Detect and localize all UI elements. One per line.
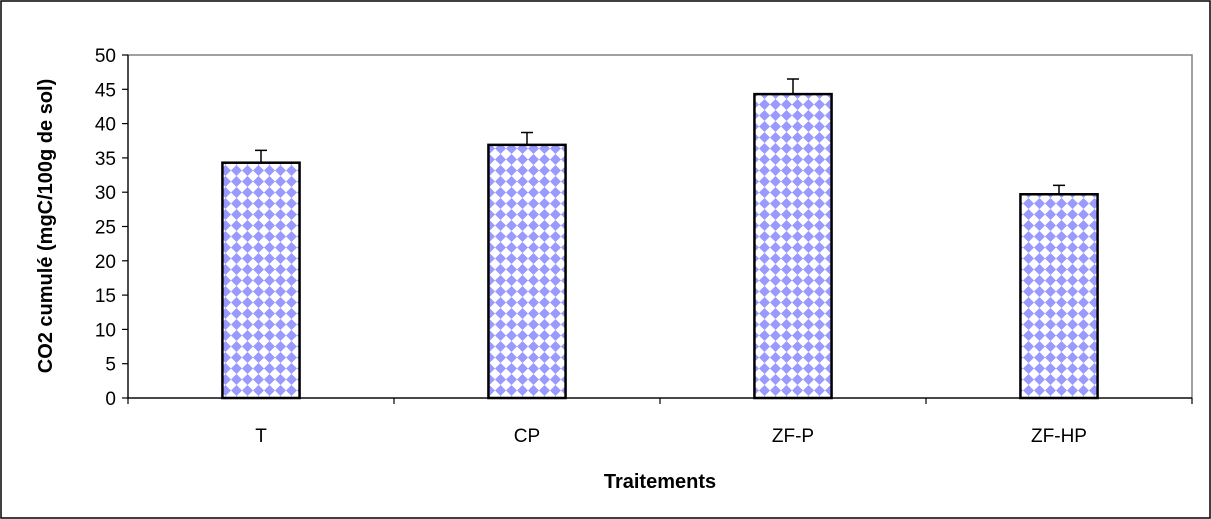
y-axis-title: CO2 cumulé (mgC/100g de sol) bbox=[35, 79, 57, 374]
x-tick-label: CP bbox=[514, 426, 540, 447]
x-axis: T CP ZF-P ZF-HP bbox=[127, 397, 1193, 447]
x-tick-label: ZF-P bbox=[772, 426, 814, 447]
y-tick-label: 20 bbox=[95, 252, 116, 273]
error-bars-group bbox=[255, 78, 1065, 195]
bar-zf-hp bbox=[1019, 193, 1099, 400]
y-tick-label: 35 bbox=[95, 149, 116, 170]
y-tick-label: 15 bbox=[95, 286, 116, 307]
y-tick-label: 45 bbox=[95, 80, 116, 101]
bars-group bbox=[221, 92, 1099, 400]
y-axis: 0 5 10 15 20 25 30 35 40 45 50 bbox=[95, 46, 129, 410]
bar-t bbox=[221, 161, 301, 400]
bar-zf-p bbox=[753, 92, 833, 400]
y-tick-label: 5 bbox=[105, 355, 116, 376]
y-tick-label: 10 bbox=[95, 320, 116, 341]
y-tick-label: 40 bbox=[95, 115, 116, 136]
x-axis-title: Traitements bbox=[604, 471, 716, 493]
bar-cp bbox=[487, 143, 567, 400]
plot-area bbox=[127, 54, 1193, 399]
y-tick-label: 25 bbox=[95, 218, 116, 239]
x-tick-label: T bbox=[255, 426, 267, 447]
y-tick-label: 50 bbox=[95, 46, 116, 67]
y-tick-label: 30 bbox=[95, 183, 116, 204]
y-tick-label: 0 bbox=[105, 389, 116, 410]
x-tick-label: ZF-HP bbox=[1031, 426, 1087, 447]
